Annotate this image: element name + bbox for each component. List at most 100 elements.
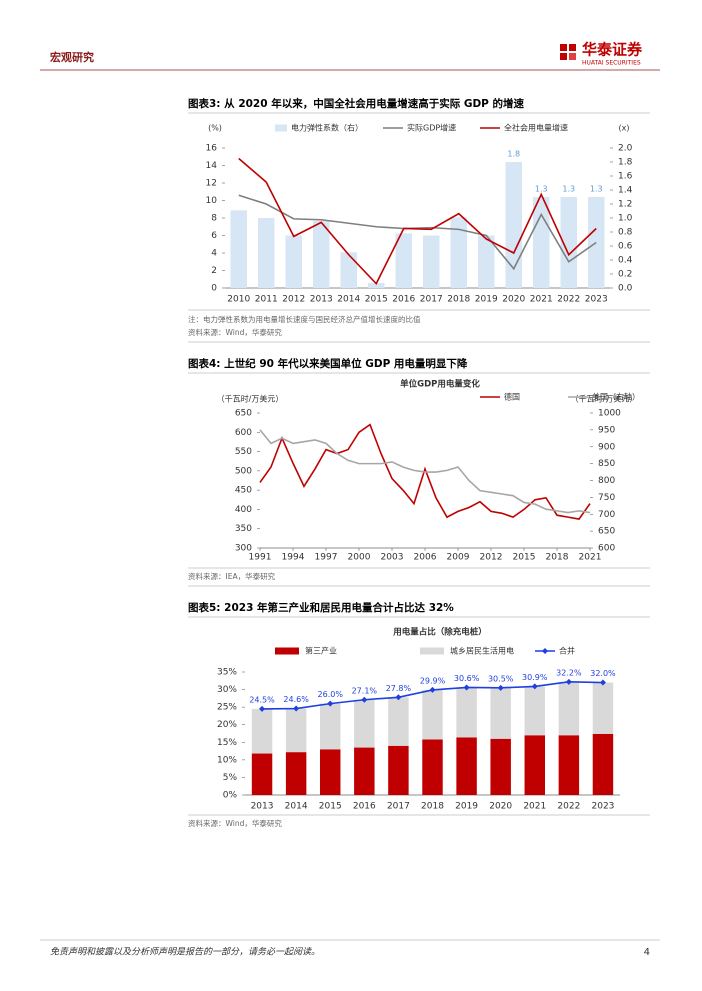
x-tick-label: 2014 xyxy=(337,295,360,305)
bar xyxy=(490,738,511,795)
data-label: 30.5% xyxy=(488,674,514,683)
bar xyxy=(456,687,477,738)
bar xyxy=(285,708,307,753)
disclaimer: 免责声明和披露以及分析师声明是报告的一部分，请务必一起阅读。 xyxy=(50,947,320,958)
y2-tick-label: 0.0 xyxy=(618,284,633,294)
y2-axis-label: （千瓦时/万美元） xyxy=(571,394,638,404)
y-tick-label: 5% xyxy=(223,773,238,783)
chart-source: 资料来源：Wind，华泰研究 xyxy=(188,818,282,828)
x-tick-label: 2017 xyxy=(387,802,410,812)
bar xyxy=(285,752,307,795)
y2-tick-label: 900 xyxy=(598,442,615,452)
x-tick-label: 2022 xyxy=(557,295,580,305)
x-tick-label: 2006 xyxy=(414,553,437,563)
y-tick-label: 350 xyxy=(235,524,252,534)
x-tick-label: 2003 xyxy=(381,553,404,563)
y-tick-label: 0 xyxy=(211,284,217,294)
y2-tick-label: 0.6 xyxy=(618,242,633,252)
data-label: 29.9% xyxy=(420,676,446,685)
y2-tick-label: 750 xyxy=(598,493,615,503)
point-marker xyxy=(293,705,300,712)
chart-source: 资料来源：IEA，华泰研究 xyxy=(188,571,276,581)
point-marker xyxy=(395,694,402,701)
data-label: 24.6% xyxy=(283,695,309,704)
x-tick-label: 2021 xyxy=(523,802,546,812)
y-tick-label: 8 xyxy=(211,214,217,224)
x-tick-label: 1994 xyxy=(282,553,305,563)
point-marker xyxy=(463,684,470,691)
y-tick-label: 12 xyxy=(206,179,217,189)
chart-subtitle: 用电量占比（除充电桩） xyxy=(392,627,487,638)
y-tick-label: 450 xyxy=(235,486,252,496)
bar xyxy=(285,235,302,288)
data-label: 1.3 xyxy=(562,185,575,194)
data-label: 32.0% xyxy=(590,669,616,678)
logo-icon xyxy=(560,44,576,60)
x-tick-label: 2000 xyxy=(348,553,371,563)
data-label: 1.3 xyxy=(535,185,548,194)
bar xyxy=(456,737,477,795)
x-tick-label: 2014 xyxy=(285,802,308,812)
y-tick-label: 10 xyxy=(206,196,218,206)
bar xyxy=(251,708,273,754)
data-label: 32.2% xyxy=(556,668,582,677)
y-tick-label: 6 xyxy=(211,231,217,241)
data-label: 1.3 xyxy=(590,185,603,194)
data-label: 30.9% xyxy=(522,673,548,682)
x-tick-label: 2012 xyxy=(480,553,503,563)
x-tick-label: 2019 xyxy=(475,295,498,305)
bar xyxy=(423,235,440,288)
bar xyxy=(320,749,341,795)
point-marker xyxy=(599,679,606,686)
legend-label: 全社会用电量增速 xyxy=(504,123,568,133)
x-tick-label: 2011 xyxy=(255,295,278,305)
chart-note: 注：电力弹性系数为用电量增长速度与国民经济总产值增长速度的比值 xyxy=(188,314,421,324)
bar xyxy=(313,220,330,288)
bar xyxy=(388,745,409,795)
y2-tick-label: 1.6 xyxy=(618,172,633,182)
bar xyxy=(560,197,577,288)
x-tick-label: 2015 xyxy=(513,553,536,563)
x-tick-label: 2020 xyxy=(489,802,512,812)
y2-axis-label: (x) xyxy=(619,124,630,133)
bar xyxy=(558,681,580,736)
data-label: 26.0% xyxy=(318,690,344,699)
point-marker xyxy=(565,678,572,685)
y-tick-label: 14 xyxy=(206,161,218,171)
y-tick-label: 550 xyxy=(235,447,252,457)
bar xyxy=(354,747,375,795)
legend-swatch xyxy=(420,647,444,655)
x-tick-label: 2019 xyxy=(455,802,478,812)
legend-label: 合并 xyxy=(559,646,575,656)
y-tick-label: 650 xyxy=(235,409,252,419)
y-tick-label: 10% xyxy=(217,755,237,765)
y-tick-label: 300 xyxy=(235,544,252,554)
y-tick-label: 35% xyxy=(217,668,237,678)
x-tick-label: 2015 xyxy=(319,802,342,812)
line-series xyxy=(259,429,591,514)
point-marker xyxy=(531,683,538,690)
data-label: 24.5% xyxy=(249,695,275,704)
x-tick-label: 2023 xyxy=(592,802,615,812)
bar xyxy=(592,733,614,795)
y2-tick-label: 0.2 xyxy=(618,270,632,280)
y-tick-label: 20% xyxy=(217,720,237,730)
x-tick-label: 2013 xyxy=(251,802,274,812)
y-tick-label: 25% xyxy=(217,703,237,713)
y-axis-label: (%) xyxy=(208,124,222,133)
line-series xyxy=(259,423,591,520)
x-tick-label: 2021 xyxy=(530,295,553,305)
bar xyxy=(368,283,385,288)
legend-label: 第三产业 xyxy=(305,646,337,656)
bar xyxy=(505,162,522,288)
x-tick-label: 2023 xyxy=(585,295,608,305)
data-label: 1.8 xyxy=(507,150,520,159)
y2-tick-label: 800 xyxy=(598,476,615,486)
y2-tick-label: 600 xyxy=(598,544,615,554)
y-tick-label: 0% xyxy=(223,791,238,801)
legend-label: 城乡居民生活用电 xyxy=(450,646,514,656)
legend-label: 电力弹性系数（右） xyxy=(291,123,363,133)
y2-tick-label: 650 xyxy=(598,527,615,537)
bar xyxy=(340,252,357,288)
